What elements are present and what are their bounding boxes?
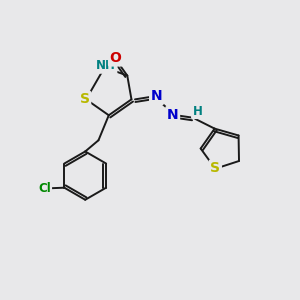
Text: O: O (110, 51, 122, 65)
Text: NH: NH (96, 59, 116, 72)
Text: S: S (80, 92, 90, 106)
Text: S: S (210, 161, 220, 175)
Text: N: N (151, 89, 162, 103)
Text: H: H (193, 105, 202, 118)
Text: Cl: Cl (38, 182, 51, 195)
Text: N: N (167, 108, 178, 122)
